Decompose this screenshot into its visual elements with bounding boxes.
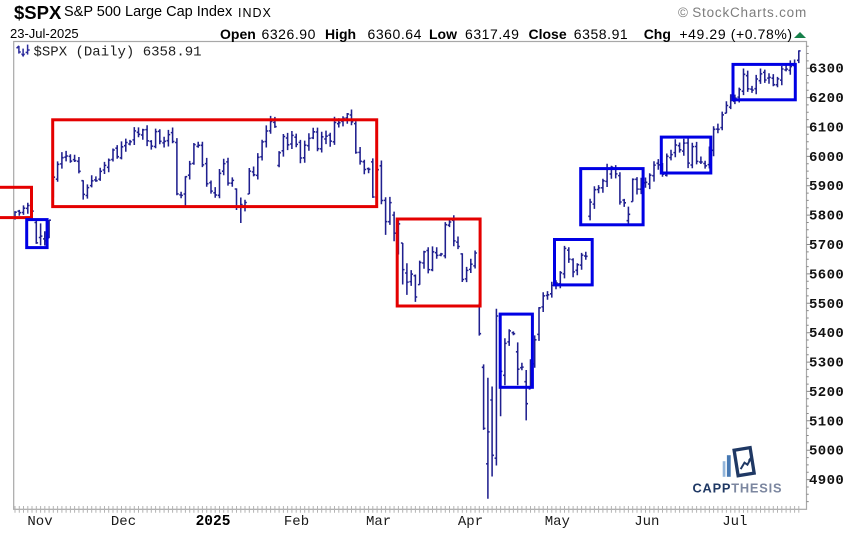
svg-text:$SPX (Daily) 6358.91: $SPX (Daily) 6358.91 xyxy=(34,45,202,61)
svg-text:Jun: Jun xyxy=(634,514,659,530)
svg-text:May: May xyxy=(545,514,570,530)
svg-text:Dec: Dec xyxy=(111,514,136,530)
svg-text:5700: 5700 xyxy=(809,238,844,254)
svg-text:Jul: Jul xyxy=(722,514,747,530)
svg-text:Mar: Mar xyxy=(366,514,391,530)
svg-text:6300: 6300 xyxy=(809,62,844,78)
svg-text:5600: 5600 xyxy=(809,267,844,283)
svg-text:Nov: Nov xyxy=(27,514,52,530)
svg-text:5500: 5500 xyxy=(809,297,844,313)
svg-text:2025: 2025 xyxy=(196,514,231,530)
svg-text:6100: 6100 xyxy=(809,121,844,137)
svg-text:5200: 5200 xyxy=(809,385,844,401)
svg-text:4900: 4900 xyxy=(809,473,844,489)
svg-text:5300: 5300 xyxy=(809,356,844,372)
svg-text:6200: 6200 xyxy=(809,91,844,107)
svg-text:5800: 5800 xyxy=(809,209,844,225)
svg-text:5400: 5400 xyxy=(809,326,844,342)
svg-text:6000: 6000 xyxy=(809,150,844,166)
svg-text:5900: 5900 xyxy=(809,179,844,195)
svg-text:Feb: Feb xyxy=(284,514,309,530)
svg-text:5100: 5100 xyxy=(809,414,844,430)
svg-text:Apr: Apr xyxy=(458,514,483,530)
svg-text:5000: 5000 xyxy=(809,444,844,460)
svg-text:CAPPTHESIS: CAPPTHESIS xyxy=(693,481,783,496)
